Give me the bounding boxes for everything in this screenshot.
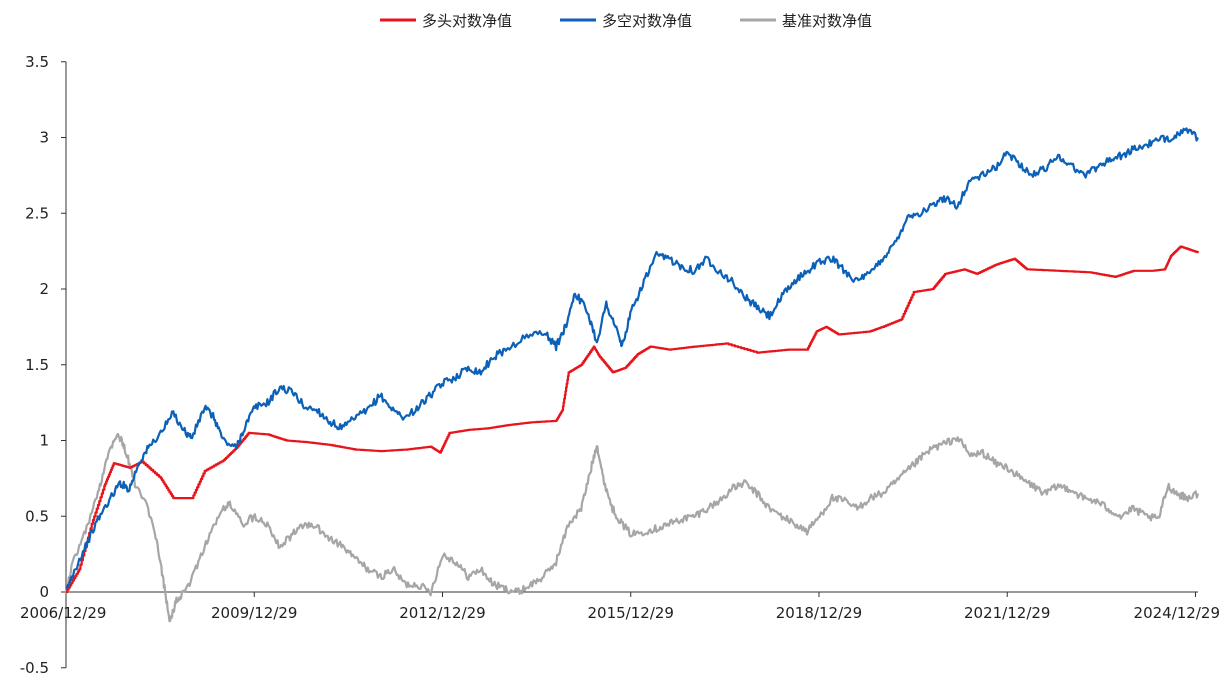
legend-label: 多头对数净值 — [422, 12, 512, 30]
y-tick-label: 3.5 — [25, 53, 49, 71]
x-tick-label: 2006/12/29 — [20, 604, 106, 622]
plot-area — [64, 127, 1200, 623]
x-tick-label: 2018/12/29 — [776, 604, 862, 622]
y-tick-label: -0.5 — [20, 659, 49, 675]
y-tick-label: 2 — [39, 280, 49, 298]
series-line-2 — [64, 433, 1200, 623]
y-axis: -0.5 0 0.5 1 1.5 2 2.5 3 3.5 — [20, 53, 67, 675]
legend: 多头对数净值 多空对数净值 基准对数净值 — [380, 12, 872, 30]
series-line-0 — [66, 245, 1200, 594]
x-tick-label: 2024/12/29 — [1134, 604, 1220, 622]
y-tick-label: 3 — [39, 129, 49, 147]
x-tick-label: 2009/12/29 — [211, 604, 297, 622]
y-tick-label: 1 — [39, 432, 49, 450]
y-tick-label: 0.5 — [25, 507, 49, 525]
x-tick-label: 2021/12/29 — [964, 604, 1050, 622]
y-tick-label: 1.5 — [25, 356, 49, 374]
y-tick-label: 0 — [39, 583, 49, 601]
x-tick-label: 2015/12/29 — [588, 604, 674, 622]
series-line-1 — [65, 127, 1199, 590]
x-tick-label: 2012/12/29 — [399, 604, 485, 622]
y-tick-label: 2.5 — [25, 204, 49, 222]
legend-label: 多空对数净值 — [602, 12, 692, 30]
legend-label: 基准对数净值 — [782, 12, 872, 30]
x-axis: 2006/12/29 2009/12/29 2012/12/29 2015/12/29… — [20, 591, 1220, 622]
